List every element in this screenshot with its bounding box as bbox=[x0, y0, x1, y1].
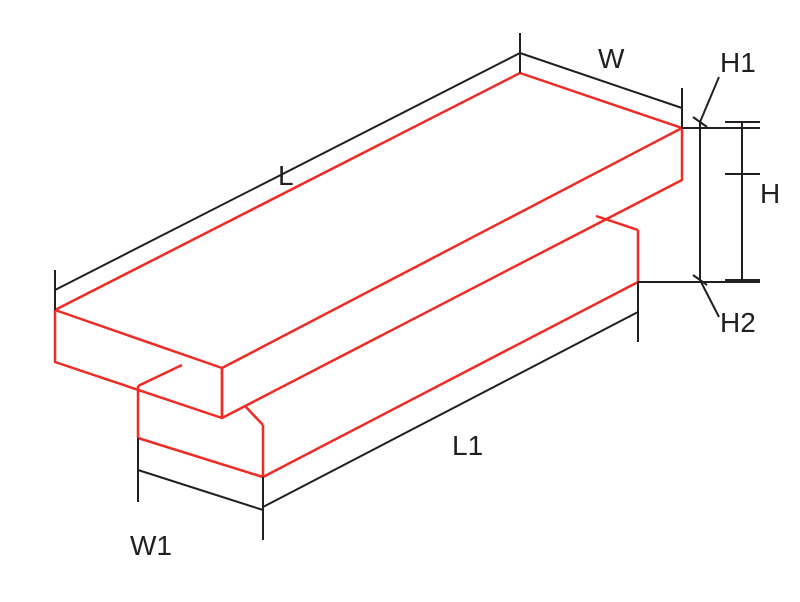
label-L1: L1 bbox=[452, 430, 483, 461]
label-L: L bbox=[278, 160, 294, 191]
label-W1: W1 bbox=[130, 530, 172, 561]
dimensions: L W H H1 H2 L1 W1 bbox=[55, 33, 780, 561]
label-H1: H1 bbox=[720, 47, 756, 78]
top-slab bbox=[55, 73, 682, 418]
label-W: W bbox=[598, 43, 625, 74]
label-H: H bbox=[760, 178, 780, 209]
bottom-slab bbox=[138, 216, 638, 477]
label-H2: H2 bbox=[720, 307, 756, 338]
